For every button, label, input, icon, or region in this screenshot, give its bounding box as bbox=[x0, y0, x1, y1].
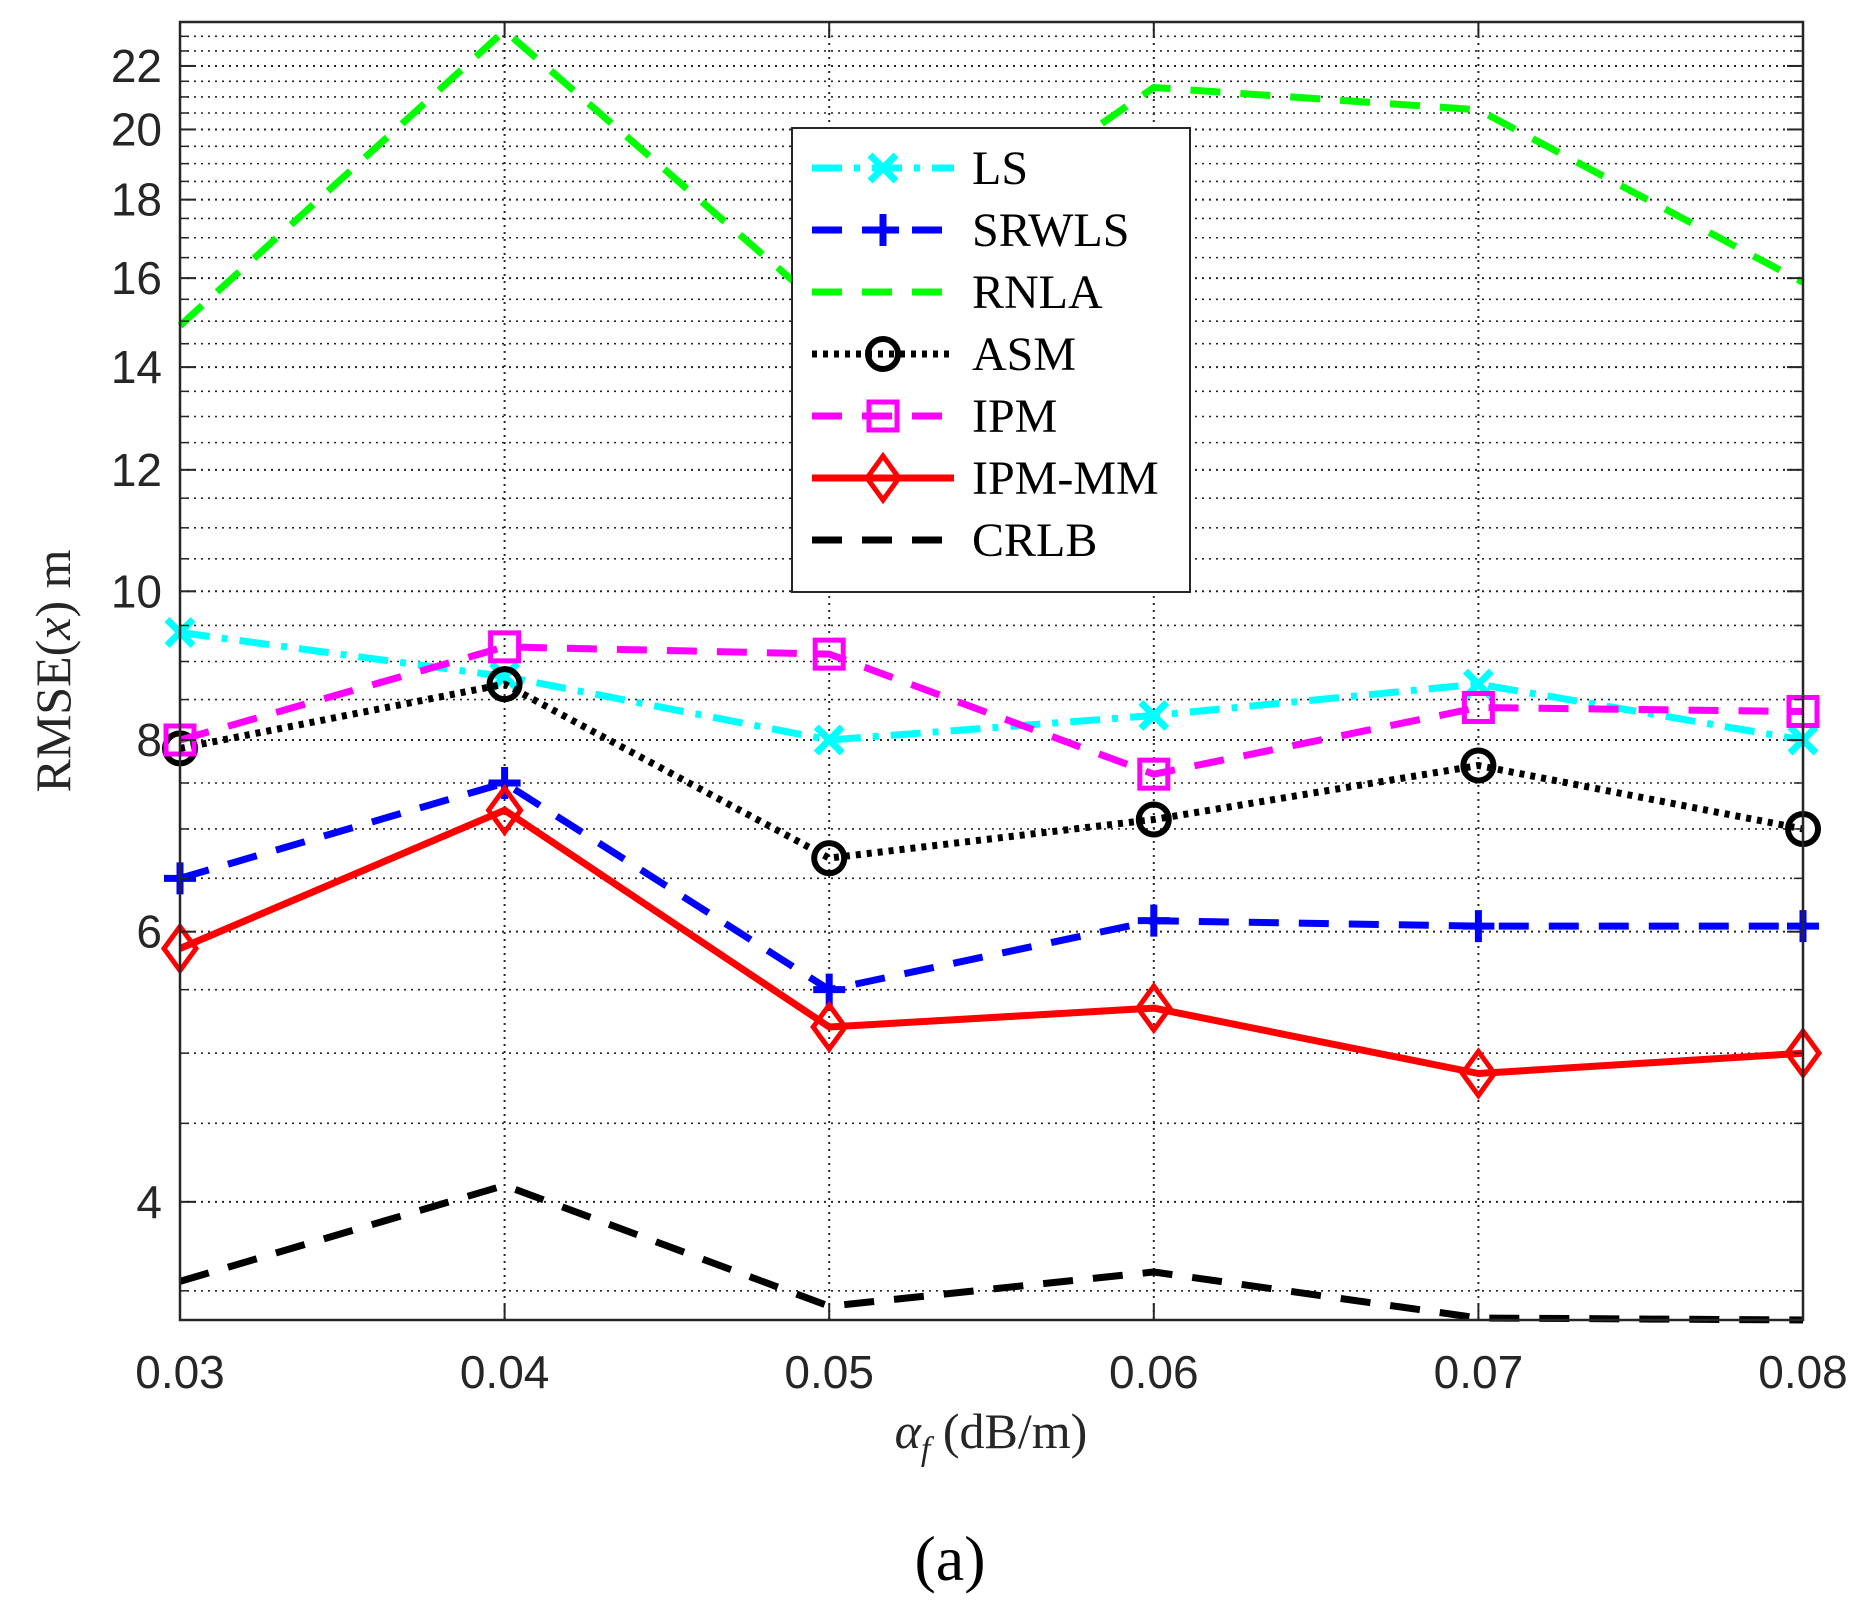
y-tick-label: 12 bbox=[111, 444, 162, 496]
legend: LS SRWLS RNLA ASM IPM IPM-MM CRLB bbox=[791, 127, 1191, 593]
y-tick-label: 4 bbox=[136, 1176, 162, 1228]
y-tick-label: 18 bbox=[111, 174, 162, 226]
y-tick-label: 14 bbox=[111, 341, 162, 393]
data-point-srwls bbox=[1137, 904, 1170, 937]
y-tick-label: 20 bbox=[111, 103, 162, 155]
x-tick-label: 0.07 bbox=[1434, 1346, 1524, 1398]
data-point-ls bbox=[813, 724, 845, 756]
y-axis-label: RMSE(x) m bbox=[25, 549, 81, 792]
data-point-ls bbox=[1138, 699, 1170, 731]
legend-label-crlb: CRLB bbox=[972, 514, 1097, 567]
series-line-asm bbox=[179, 680, 1804, 862]
data-point-asm bbox=[1135, 801, 1172, 838]
data-point-ipm bbox=[488, 630, 522, 664]
y-tick-label: 10 bbox=[111, 565, 162, 617]
legend-label-srwls: SRWLS bbox=[972, 204, 1129, 257]
legend-marker-ipm-mm bbox=[863, 451, 903, 505]
y-tick-label: 8 bbox=[136, 714, 162, 766]
legend-label-asm: ASM bbox=[972, 328, 1076, 381]
legend-label-rnla: RNLA bbox=[972, 266, 1103, 319]
legend-marker-ipm bbox=[866, 399, 900, 433]
series-line-ipm-mm bbox=[178, 806, 1804, 1077]
data-point-srwls bbox=[488, 766, 521, 799]
legend-label-ls: LS bbox=[972, 142, 1028, 195]
ticks: 0.03 0.04 0.05 0.06 0.07 0.08 4 6 8 10 12 14 16 18 20 2… bbox=[111, 22, 1848, 1398]
data-point-srwls bbox=[813, 973, 846, 1006]
data-point-ipm bbox=[1461, 690, 1495, 724]
panel-label: (a) bbox=[914, 1523, 985, 1594]
legend-marker-asm bbox=[865, 336, 901, 372]
x-tick-label: 0.05 bbox=[784, 1346, 874, 1398]
legend-label-ipm: IPM bbox=[972, 390, 1057, 443]
x-tick-label: 0.03 bbox=[135, 1346, 225, 1398]
x-tick-label: 0.06 bbox=[1109, 1346, 1199, 1398]
data-point-ipm-mm bbox=[485, 783, 524, 837]
data-point-srwls bbox=[1462, 910, 1495, 943]
legend-marker-srwls bbox=[867, 214, 899, 246]
series-line-ls bbox=[179, 629, 1804, 744]
x-axis-label: αf (dB/m) bbox=[895, 1403, 1088, 1468]
legend-marker-ls bbox=[867, 152, 899, 184]
data-point-asm bbox=[486, 666, 523, 703]
data-point-asm bbox=[811, 840, 848, 877]
y-tick-label: 16 bbox=[111, 252, 162, 304]
data-point-asm bbox=[1460, 747, 1497, 784]
data-point-ipm-mm bbox=[1459, 1047, 1498, 1100]
grid bbox=[180, 22, 1803, 1320]
data-point-ipm-mm bbox=[1134, 981, 1173, 1035]
data-point-ipm bbox=[1137, 757, 1171, 791]
y-tick-label: 22 bbox=[111, 40, 162, 92]
plot-frame bbox=[178, 20, 1805, 1322]
legend-label-ipm-mm: IPM-MM bbox=[972, 452, 1159, 505]
y-tick-label: 6 bbox=[136, 906, 162, 958]
data-point-ipm-mm bbox=[810, 1000, 849, 1054]
legend-box bbox=[791, 127, 1191, 593]
x-tick-label: 0.08 bbox=[1758, 1346, 1848, 1398]
x-tick-label: 0.04 bbox=[460, 1346, 550, 1398]
data-point-ipm bbox=[812, 637, 846, 671]
